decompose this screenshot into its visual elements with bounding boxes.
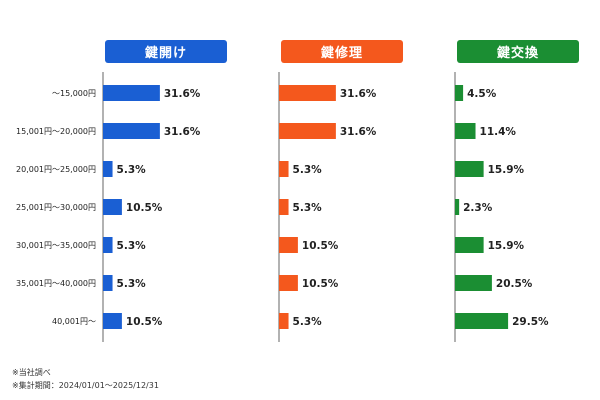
data-label: 15.9%	[488, 240, 525, 252]
data-label: 5.3%	[293, 164, 323, 176]
data-label: 5.3%	[117, 240, 147, 252]
bar	[103, 199, 122, 215]
note-period: ※集計期間：2024/01/01～2025/12/31	[12, 381, 159, 390]
data-label: 5.3%	[293, 316, 323, 328]
bar	[455, 275, 492, 291]
bar	[455, 123, 476, 139]
note-source: ※当社調べ	[12, 368, 51, 377]
category-label: 15,001円～20,000円	[16, 127, 96, 136]
bar	[455, 85, 464, 101]
bar	[455, 313, 509, 329]
bar	[103, 237, 113, 253]
data-label: 5.3%	[117, 164, 147, 176]
category-label: 30,001円～35,000円	[16, 241, 96, 250]
data-label: 31.6%	[164, 88, 201, 100]
bar	[103, 275, 113, 291]
data-label: 5.3%	[293, 202, 323, 214]
data-label: 10.5%	[126, 316, 163, 328]
data-label: 15.9%	[488, 164, 525, 176]
bar	[103, 85, 160, 101]
bar	[279, 85, 336, 101]
footnotes: ※当社調べ ※集計期間：2024/01/01～2025/12/31	[12, 366, 159, 392]
data-label: 20.5%	[496, 278, 533, 290]
category-label: 35,001円～40,000円	[16, 279, 96, 288]
bar	[279, 199, 289, 215]
data-label: 31.6%	[340, 88, 377, 100]
bar	[279, 161, 289, 177]
data-label: 31.6%	[340, 126, 377, 138]
data-label: 5.3%	[117, 278, 147, 290]
bar	[103, 313, 122, 329]
panel-title-repair: 鍵修理	[281, 40, 403, 63]
data-label: 31.6%	[164, 126, 201, 138]
data-label: 10.5%	[126, 202, 163, 214]
category-label: ～15,000円	[52, 89, 96, 98]
panel-title-unlock: 鍵開け	[105, 40, 227, 63]
data-label: 2.3%	[463, 202, 493, 214]
bar	[455, 237, 484, 253]
bar	[103, 161, 113, 177]
panel-title-replace: 鍵交換	[457, 40, 579, 63]
data-label: 10.5%	[302, 278, 339, 290]
bar	[279, 237, 298, 253]
bar	[279, 275, 298, 291]
data-label: 10.5%	[302, 240, 339, 252]
bar	[455, 161, 484, 177]
bar	[103, 123, 160, 139]
bar	[279, 313, 289, 329]
bar	[279, 123, 336, 139]
data-label: 29.5%	[512, 316, 549, 328]
bar	[455, 199, 460, 215]
data-label: 4.5%	[467, 88, 497, 100]
category-label: 25,001円～30,000円	[16, 203, 96, 212]
category-label: 20,001円～25,000円	[16, 165, 96, 174]
category-label: 40,001円～	[52, 317, 96, 326]
data-label: 11.4%	[480, 126, 517, 138]
